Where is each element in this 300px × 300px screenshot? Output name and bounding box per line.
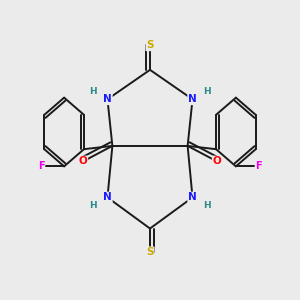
Text: N: N bbox=[188, 192, 197, 203]
Text: H: H bbox=[203, 87, 211, 96]
Text: S: S bbox=[146, 247, 154, 257]
Text: N: N bbox=[103, 94, 112, 104]
Text: S: S bbox=[146, 40, 154, 50]
Text: O: O bbox=[79, 157, 87, 166]
Text: N: N bbox=[188, 94, 197, 104]
Text: H: H bbox=[89, 87, 97, 96]
Text: F: F bbox=[38, 161, 44, 171]
Text: O: O bbox=[213, 157, 221, 166]
Text: H: H bbox=[203, 201, 211, 210]
Text: F: F bbox=[256, 161, 262, 171]
Text: H: H bbox=[89, 201, 97, 210]
Text: N: N bbox=[103, 192, 112, 203]
